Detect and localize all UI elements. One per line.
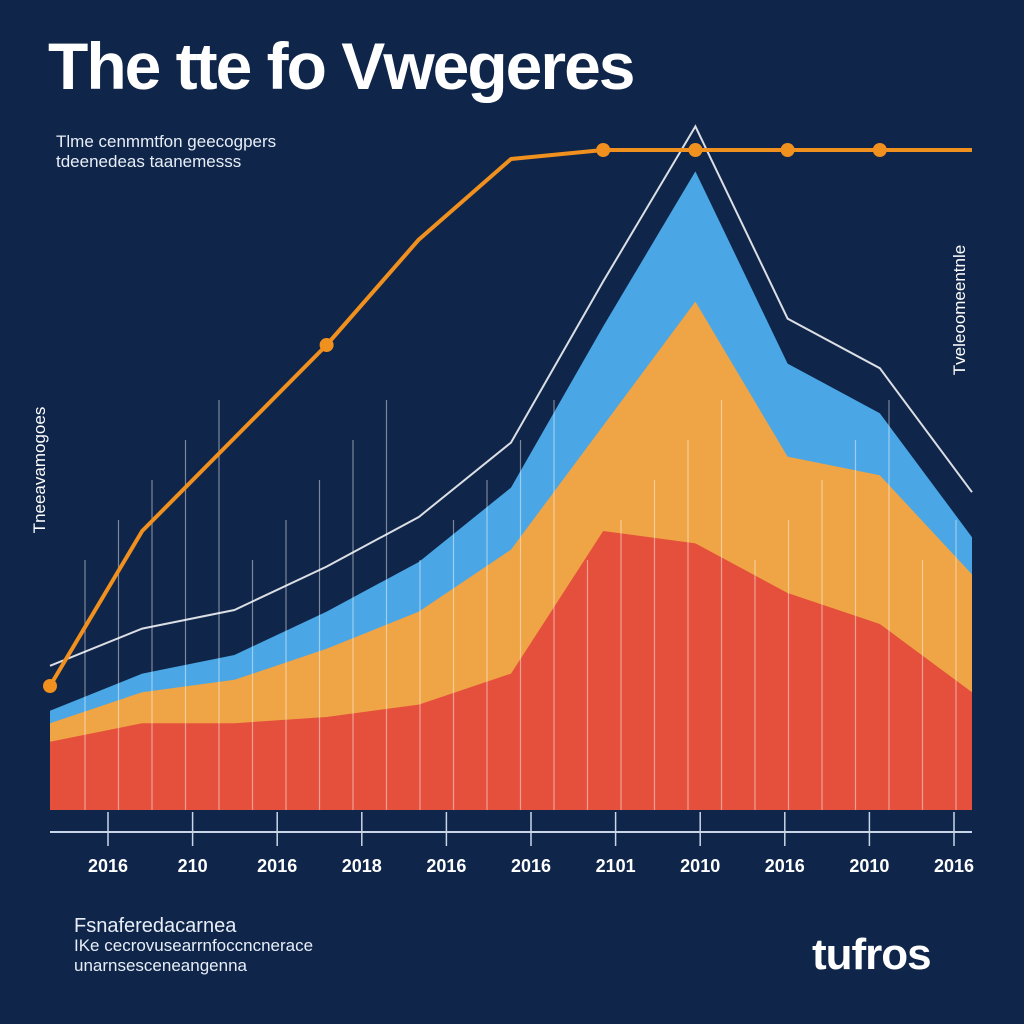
chart-title: The tte fo Vwegeres [48,29,635,103]
source-notes: Fsnaferedacarnea IKe cecrovusearrnfoccnc… [74,916,313,976]
outline-line [49,124,973,667]
x-tick-label: 2016 [257,856,297,876]
chart-subtitle: Tlme cenmmtfon geecogpers tdeenedeas taa… [56,132,276,172]
x-tick-label: 2101 [596,856,636,876]
x-tick-label: 2010 [849,856,889,876]
line-point [43,679,57,693]
subtitle-line-1: Tlme cenmmtfon geecogpers [56,132,277,151]
subtitle-line-2: tdeenedeas taanemesss [56,152,242,171]
x-tick-label: 2010 [680,856,720,876]
area-series-red [50,531,972,810]
x-tick-label: 2018 [342,856,382,876]
line-series-orange [48,148,972,688]
source-line-2: IKe cecrovusearrnfoccncnerace [74,936,314,955]
line-point [872,143,887,157]
x-tick-label: 2016 [511,856,551,876]
x-tick-label: 210 [178,856,208,876]
brand-logo: tufros [812,930,932,979]
x-tick-label: 2016 [765,856,805,876]
line-point [688,143,703,157]
x-tick-label: 2016 [88,856,128,876]
line-point [780,143,795,157]
line-point [596,143,611,157]
line-point [319,338,334,352]
source-line-3: unarnsesceneangenna [74,956,247,975]
x-tick-label: 2016 [934,856,974,876]
x-tick-label: 2016 [426,856,466,876]
source-line-1: Fsnaferedacarnea [74,915,237,937]
